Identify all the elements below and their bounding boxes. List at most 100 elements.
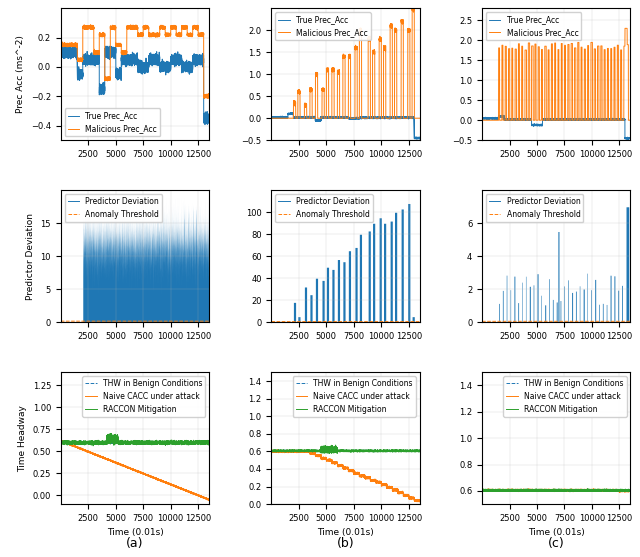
Legend: Predictor Deviation, Anomaly Threshold: Predictor Deviation, Anomaly Threshold: [486, 194, 584, 222]
Malicious Prec_Acc: [566, 117, 574, 124]
Legend: True Prec_Acc, Malicious Prec_Acc: True Prec_Acc, Malicious Prec_Acc: [65, 109, 160, 136]
Naive CACC under attack: [415, 499, 423, 505]
Naive CACC under attack: [575, 486, 583, 493]
Naive CACC under attack: [566, 486, 574, 493]
Malicious Prec_Acc: [61, 41, 68, 48]
THW in Benign Conditions: [271, 448, 279, 455]
THW in Benign Conditions: [627, 487, 634, 494]
True Prec_Acc: [143, 64, 151, 71]
RACCON Mitigation: [607, 487, 615, 494]
THW in Benign Conditions: [177, 441, 185, 447]
Naive CACC under attack: [291, 447, 298, 453]
Naive CACC under attack: [205, 497, 213, 504]
THW in Benign Conditions: [613, 486, 621, 492]
Legend: Predictor Deviation, Anomaly Threshold: Predictor Deviation, Anomaly Threshold: [65, 194, 162, 222]
Line: Malicious Prec_Acc: Malicious Prec_Acc: [61, 25, 209, 99]
True Prec_Acc: [355, 114, 363, 121]
Line: True Prec_Acc: True Prec_Acc: [61, 43, 209, 125]
Legend: True Prec_Acc, Malicious Prec_Acc: True Prec_Acc, Malicious Prec_Acc: [275, 12, 371, 40]
True Prec_Acc: [607, 116, 615, 123]
Naive CACC under attack: [145, 472, 152, 479]
THW in Benign Conditions: [478, 487, 486, 494]
Naive CACC under attack: [201, 495, 209, 501]
Malicious Prec_Acc: [87, 21, 95, 28]
RACCON Mitigation: [564, 486, 572, 493]
Malicious Prec_Acc: [627, 117, 634, 124]
THW in Benign Conditions: [564, 487, 572, 494]
THW in Benign Conditions: [566, 487, 574, 494]
THW in Benign Conditions: [397, 447, 404, 454]
RACCON Mitigation: [412, 447, 419, 453]
Naive CACC under attack: [627, 487, 634, 494]
Y-axis label: Predictor Deviation: Predictor Deviation: [26, 213, 35, 300]
Line: True Prec_Acc: True Prec_Acc: [271, 113, 420, 139]
Malicious Prec_Acc: [57, 42, 65, 48]
RACCON Mitigation: [145, 439, 152, 446]
Malicious Prec_Acc: [365, 35, 372, 41]
Malicious Prec_Acc: [271, 115, 279, 121]
RACCON Mitigation: [622, 487, 630, 494]
RACCON Mitigation: [365, 447, 372, 454]
Line: RACCON Mitigation: RACCON Mitigation: [482, 489, 630, 492]
THW in Benign Conditions: [354, 448, 362, 455]
Line: Naive CACC under attack: Naive CACC under attack: [271, 450, 420, 502]
Naive CACC under attack: [268, 448, 275, 455]
THW in Benign Conditions: [622, 487, 630, 494]
Malicious Prec_Acc: [355, 27, 363, 34]
Naive CACC under attack: [564, 487, 572, 494]
Y-axis label: Prec Acc (ms^-2): Prec Acc (ms^-2): [17, 35, 26, 113]
THW in Benign Conditions: [389, 449, 397, 456]
THW in Benign Conditions: [416, 448, 424, 455]
Naive CACC under attack: [143, 471, 151, 478]
RACCON Mitigation: [61, 439, 68, 446]
True Prec_Acc: [624, 136, 632, 143]
Malicious Prec_Acc: [409, 3, 417, 9]
Malicious Prec_Acc: [354, 115, 362, 121]
True Prec_Acc: [61, 50, 68, 57]
X-axis label: Time (0.01s): Time (0.01s): [107, 529, 163, 538]
RACCON Mitigation: [143, 439, 151, 446]
THW in Benign Conditions: [201, 439, 209, 446]
Malicious Prec_Acc: [482, 117, 490, 124]
THW in Benign Conditions: [512, 488, 520, 495]
True Prec_Acc: [145, 59, 152, 66]
True Prec_Acc: [397, 114, 404, 121]
THW in Benign Conditions: [205, 439, 213, 446]
Malicious Prec_Acc: [622, 25, 630, 32]
Malicious Prec_Acc: [145, 31, 152, 37]
THW in Benign Conditions: [57, 439, 65, 446]
True Prec_Acc: [354, 115, 362, 121]
Naive CACC under attack: [482, 487, 490, 494]
Legend: THW in Benign Conditions, Naive CACC under attack, RACCON Mitigation: THW in Benign Conditions, Naive CACC und…: [292, 376, 416, 417]
Naive CACC under attack: [205, 497, 212, 504]
RACCON Mitigation: [482, 486, 490, 493]
True Prec_Acc: [205, 118, 213, 125]
RACCON Mitigation: [416, 447, 424, 454]
True Prec_Acc: [482, 115, 490, 121]
RACCON Mitigation: [566, 487, 574, 494]
Naive CACC under attack: [590, 486, 598, 492]
Legend: True Prec_Acc, Malicious Prec_Acc: True Prec_Acc, Malicious Prec_Acc: [486, 12, 581, 40]
RACCON Mitigation: [575, 487, 583, 494]
Line: Malicious Prec_Acc: Malicious Prec_Acc: [271, 6, 420, 118]
RACCON Mitigation: [201, 439, 209, 446]
RACCON Mitigation: [205, 438, 213, 444]
THW in Benign Conditions: [365, 447, 372, 454]
Naive CACC under attack: [186, 488, 194, 495]
Naive CACC under attack: [354, 470, 362, 477]
RACCON Mitigation: [354, 448, 362, 455]
RACCON Mitigation: [90, 442, 97, 449]
Malicious Prec_Acc: [564, 41, 572, 48]
RACCON Mitigation: [532, 486, 540, 492]
X-axis label: Time (0.01s): Time (0.01s): [317, 529, 374, 538]
Malicious Prec_Acc: [607, 45, 615, 52]
True Prec_Acc: [63, 40, 71, 47]
THW in Benign Conditions: [77, 438, 85, 444]
Naive CACC under attack: [355, 472, 363, 479]
Naive CACC under attack: [397, 490, 404, 496]
True Prec_Acc: [186, 62, 194, 69]
Naive CACC under attack: [61, 438, 68, 445]
True Prec_Acc: [268, 114, 275, 120]
Naive CACC under attack: [154, 476, 162, 483]
Line: THW in Benign Conditions: THW in Benign Conditions: [271, 450, 420, 452]
